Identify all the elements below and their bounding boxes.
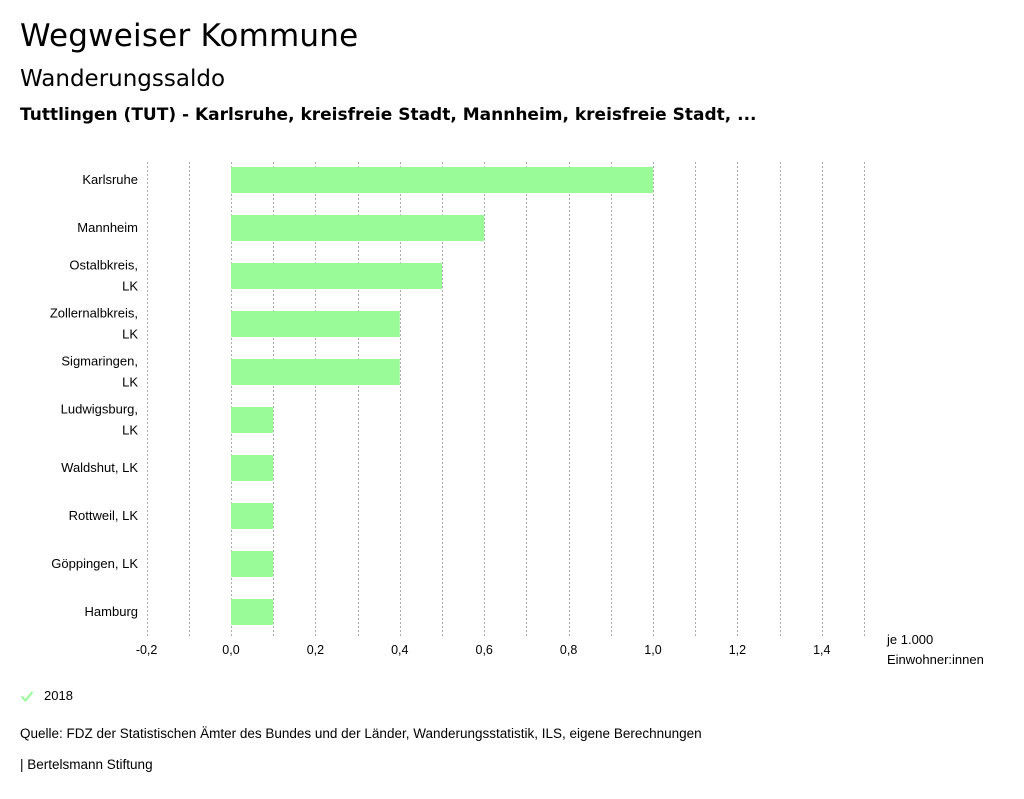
category-label: LK bbox=[122, 375, 138, 390]
x-tick-label: 1,0 bbox=[644, 643, 661, 657]
bar[interactable] bbox=[231, 551, 274, 577]
bar[interactable] bbox=[231, 359, 400, 385]
category-label: Rottweil, LK bbox=[69, 508, 139, 523]
x-tick-label: -0,2 bbox=[136, 643, 158, 657]
chart-subtitle: Wanderungssaldo bbox=[20, 66, 226, 92]
category-label: Ludwigsburg, bbox=[61, 402, 138, 417]
category-label: Sigmaringen, bbox=[61, 354, 138, 369]
x-tick-label: 0,6 bbox=[476, 643, 493, 657]
unit-label-line-1: je 1.000 bbox=[887, 632, 934, 647]
category-label: Hamburg bbox=[85, 604, 138, 619]
category-label: LK bbox=[122, 327, 138, 342]
bar[interactable] bbox=[231, 599, 274, 625]
bar[interactable] bbox=[231, 407, 274, 433]
x-tick-label: 1,2 bbox=[729, 643, 746, 657]
grid-lines bbox=[147, 162, 865, 636]
source-note: Quelle: FDZ der Statistischen Ämter des … bbox=[20, 726, 702, 741]
category-label: LK bbox=[122, 423, 138, 438]
bar[interactable] bbox=[231, 311, 400, 337]
x-tick-label: 0,2 bbox=[307, 643, 324, 657]
x-tick-label: 1,4 bbox=[813, 643, 830, 657]
bar[interactable] bbox=[231, 455, 274, 481]
category-label: Zollernalbkreis, bbox=[50, 306, 138, 321]
region-title: Tuttlingen (TUT) - Karlsruhe, kreisfreie… bbox=[20, 105, 757, 125]
brand-title: Wegweiser Kommune bbox=[20, 18, 359, 54]
category-labels: Karlsruhe Mannheim Ostalbkreis, LK Zollernal… bbox=[50, 172, 138, 619]
bar[interactable] bbox=[231, 215, 485, 241]
legend[interactable]: 2018 bbox=[20, 688, 73, 703]
check-icon bbox=[20, 690, 34, 702]
unit-label: je 1.000 Einwohner:innen bbox=[887, 630, 984, 670]
x-tick-label: 0,0 bbox=[222, 643, 239, 657]
bar[interactable] bbox=[231, 167, 653, 193]
category-label: LK bbox=[122, 279, 138, 294]
bar-chart: Karlsruhe Mannheim Ostalbkreis, LK Zollernal… bbox=[50, 162, 865, 657]
category-label: Mannheim bbox=[77, 220, 138, 235]
bar[interactable] bbox=[231, 263, 442, 289]
bars bbox=[231, 167, 653, 625]
x-tick-label: 0,8 bbox=[560, 643, 577, 657]
category-label: Waldshut, LK bbox=[61, 460, 138, 475]
x-tick-labels: -0,2 0,0 0,2 0,4 0,6 0,8 1,0 1,2 1,4 bbox=[136, 643, 831, 657]
bar[interactable] bbox=[231, 503, 274, 529]
category-label: Karlsruhe bbox=[82, 172, 138, 187]
category-label: Ostalbkreis, bbox=[69, 258, 138, 273]
x-tick-label: 0,4 bbox=[391, 643, 408, 657]
category-label: Göppingen, LK bbox=[51, 556, 138, 571]
legend-label: 2018 bbox=[44, 688, 73, 703]
footer-credit: | Bertelsmann Stiftung bbox=[20, 757, 153, 772]
unit-label-line-2: Einwohner:innen bbox=[887, 652, 984, 667]
